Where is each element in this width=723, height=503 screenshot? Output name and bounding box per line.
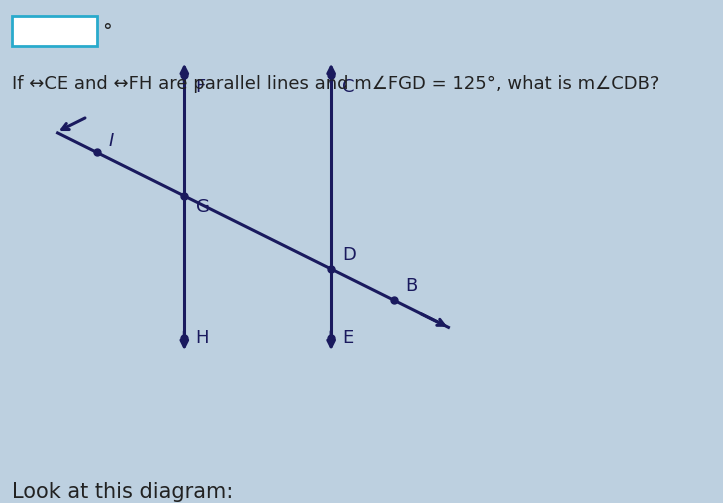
Text: Look at this diagram:: Look at this diagram: [12,482,234,502]
Text: I: I [108,132,114,150]
Text: If ↔CE and ↔FH are parallel lines and m∠FGD = 125°, what is m∠CDB?: If ↔CE and ↔FH are parallel lines and m∠… [12,75,660,94]
Text: B: B [405,277,417,295]
Text: H: H [195,329,209,348]
Text: G: G [195,198,210,216]
Text: °: ° [102,22,111,41]
Text: E: E [343,329,354,348]
Text: F: F [195,78,206,96]
FancyBboxPatch shape [12,16,97,46]
Text: D: D [343,246,356,264]
Text: C: C [343,78,355,96]
